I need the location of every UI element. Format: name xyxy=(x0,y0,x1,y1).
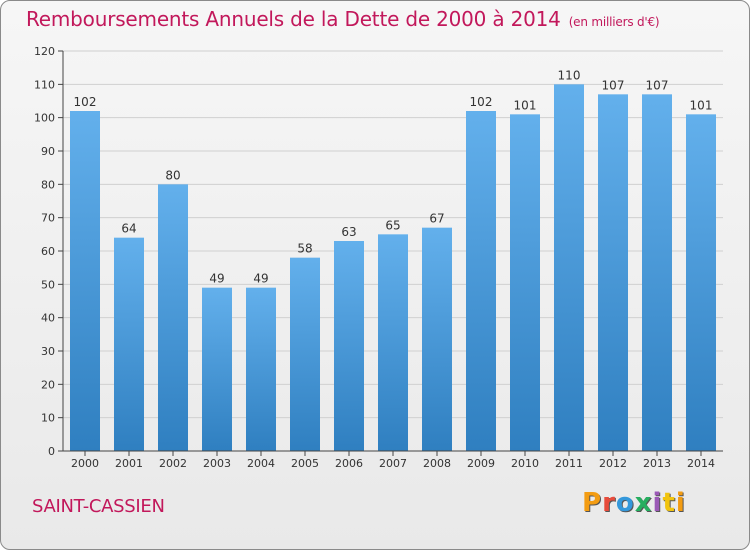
bar-2002 xyxy=(158,184,188,452)
x-tick-label: 2009 xyxy=(467,457,495,470)
bar-2000 xyxy=(70,111,100,451)
x-tick-label: 2013 xyxy=(643,457,671,470)
logo-letter: o xyxy=(615,488,635,518)
y-tick-label: 20 xyxy=(41,378,55,391)
bar-2012 xyxy=(598,94,628,451)
x-tick-label: 2002 xyxy=(159,457,187,470)
data-label-2000: 102 xyxy=(74,95,97,109)
x-tick-label: 2006 xyxy=(335,457,363,470)
data-label-2012: 107 xyxy=(602,78,625,92)
logo-letter: x xyxy=(634,488,653,518)
bar-2014 xyxy=(686,114,716,451)
bar-2013 xyxy=(642,94,672,451)
y-tick-label: 120 xyxy=(34,45,55,58)
bar-2011 xyxy=(554,84,584,451)
x-tick-label: 2008 xyxy=(423,457,451,470)
data-label-2002: 80 xyxy=(165,168,180,182)
y-tick-label: 100 xyxy=(34,112,55,125)
bar-2009 xyxy=(466,111,496,451)
data-label-2007: 65 xyxy=(385,218,400,232)
bar-2001 xyxy=(114,237,144,451)
bar-2010 xyxy=(510,114,540,451)
y-tick-label: 40 xyxy=(41,312,55,325)
x-tick-label: 2012 xyxy=(599,457,627,470)
chart-title-text: Remboursements Annuels de la Dette de 20… xyxy=(26,7,561,31)
bar-2005 xyxy=(290,257,320,451)
y-tick-label: 50 xyxy=(41,278,55,291)
y-tick-label: 80 xyxy=(41,178,55,191)
x-tick-label: 2007 xyxy=(379,457,407,470)
x-tick-label: 2010 xyxy=(511,457,539,470)
y-tick-label: 10 xyxy=(41,412,55,425)
data-label-2005: 58 xyxy=(297,242,312,256)
chart-unit: (en milliers d'€) xyxy=(568,15,660,29)
x-tick-label: 2014 xyxy=(687,457,715,470)
data-label-2006: 63 xyxy=(341,225,356,239)
bar-2004 xyxy=(246,287,276,451)
data-labels: 102 64 80 49 49 58 63 65 67 102 101 110 107 107 101 xyxy=(74,68,713,285)
x-tick-label: 2003 xyxy=(203,457,231,470)
y-tick-label: 110 xyxy=(34,78,55,91)
logo-letter: i xyxy=(675,488,686,518)
data-label-2013: 107 xyxy=(646,78,669,92)
chart-title: Remboursements Annuels de la Dette de 20… xyxy=(26,7,660,31)
x-tick-label: 2000 xyxy=(71,457,99,470)
data-label-2008: 67 xyxy=(429,212,444,226)
bars xyxy=(70,84,716,452)
y-tick-label: 60 xyxy=(41,245,55,258)
x-tick-label: 2004 xyxy=(247,457,275,470)
axes: 0 10 20 30 40 50 60 70 80 90 100 110 120 2000 2001 2002… xyxy=(34,45,723,470)
logo-letter: i xyxy=(652,488,663,518)
data-label-2004: 49 xyxy=(253,272,268,286)
bar-2007 xyxy=(378,234,408,451)
city-name: SAINT-CASSIEN xyxy=(32,496,165,517)
data-label-2011: 110 xyxy=(558,68,581,82)
data-label-2009: 102 xyxy=(470,95,493,109)
y-tick-label: 30 xyxy=(41,345,55,358)
logo-letter: r xyxy=(602,488,616,518)
data-label-2010: 101 xyxy=(514,98,537,112)
proxiti-logo[interactable]: Proxiti xyxy=(582,488,686,518)
x-tick-label: 2005 xyxy=(291,457,319,470)
x-tick-label: 2001 xyxy=(115,457,143,470)
bar-2003 xyxy=(202,287,232,451)
data-label-2014: 101 xyxy=(690,98,713,112)
logo-letter: P xyxy=(582,488,603,518)
data-label-2001: 64 xyxy=(121,222,136,236)
x-tick-label: 2011 xyxy=(555,457,583,470)
y-tick-label: 70 xyxy=(41,212,55,225)
data-label-2003: 49 xyxy=(209,272,224,286)
logo-letter: t xyxy=(662,488,676,518)
y-tick-label: 90 xyxy=(41,145,55,158)
bar-2008 xyxy=(422,227,452,451)
bar-2006 xyxy=(334,241,364,451)
y-tick-label: 0 xyxy=(48,445,55,458)
